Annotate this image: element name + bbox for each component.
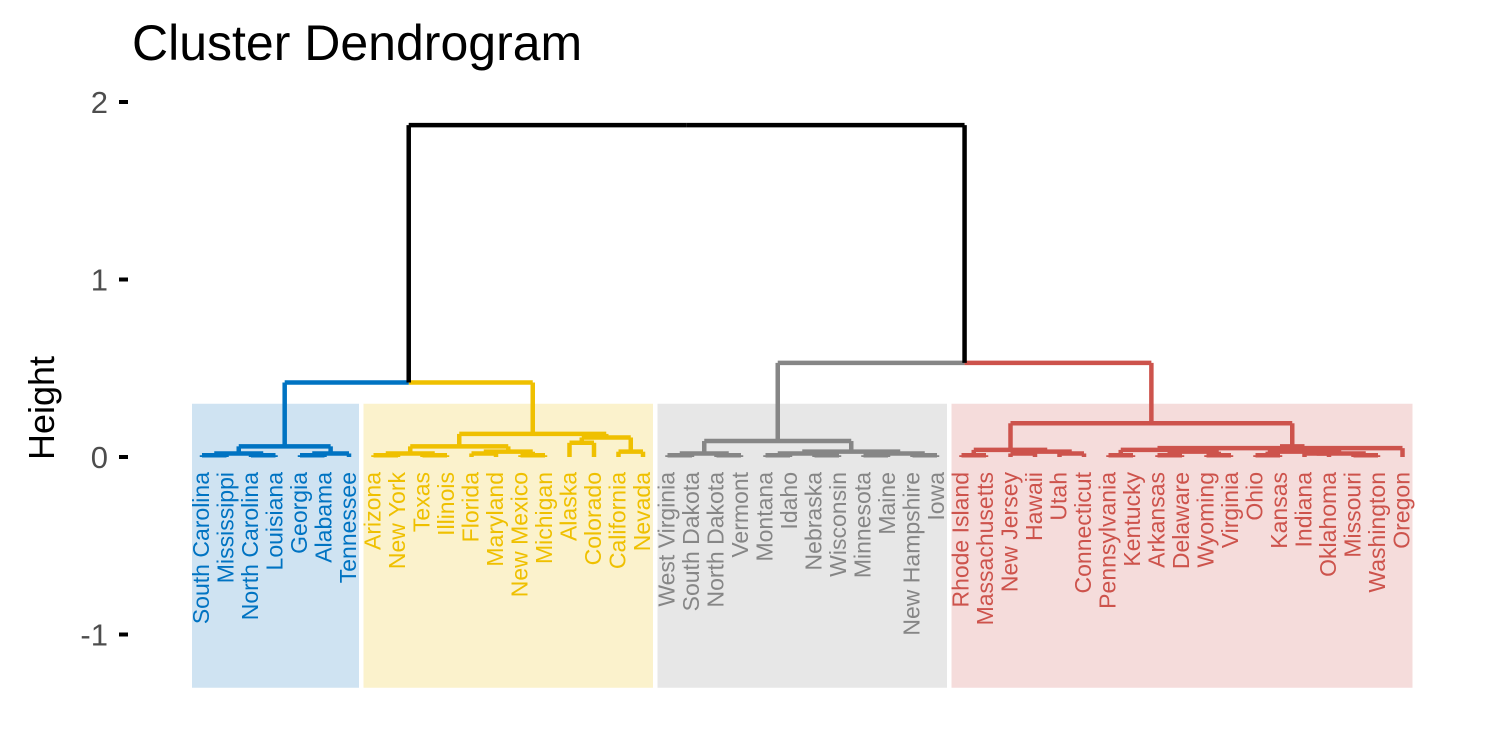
y-tick-label: -1 xyxy=(80,618,108,653)
leaf-label: Arkansas xyxy=(1144,472,1170,568)
leaf-label: Indiana xyxy=(1291,472,1317,548)
leaf-label: West Virginia xyxy=(654,472,680,607)
chart-title: Cluster Dendrogram xyxy=(132,15,583,71)
leaf-label: New Mexico xyxy=(507,472,533,597)
leaf-label: Florida xyxy=(458,472,484,543)
leaf-label: Arizona xyxy=(360,472,386,550)
leaf-label: Hawaii xyxy=(1021,472,1047,541)
leaf-label: Utah xyxy=(1046,472,1072,521)
leaf-label: Iowa xyxy=(923,472,949,521)
leaf-label: South Dakota xyxy=(678,472,704,612)
leaf-label: Alaska xyxy=(556,472,582,541)
leaf-label: New Hampshire xyxy=(899,472,925,636)
leaf-label: Missouri xyxy=(1340,472,1366,558)
leaf-label: Virginia xyxy=(1217,472,1243,548)
leaf-label: Georgia xyxy=(286,472,312,554)
leaf-label: Maryland xyxy=(482,472,508,567)
y-tick-label: 0 xyxy=(91,440,108,475)
leaf-label: Idaho xyxy=(776,472,802,530)
leaf-label: Nevada xyxy=(629,472,655,551)
leaf-label: South Carolina xyxy=(188,472,214,624)
leaf-label: Kansas xyxy=(1266,472,1292,549)
leaf-label: New York xyxy=(384,472,410,570)
leaf-label: Rhode Island xyxy=(948,472,974,608)
leaf-label: Alabama xyxy=(311,472,337,563)
y-tick-label: 1 xyxy=(91,263,108,298)
leaf-label: Kentucky xyxy=(1119,472,1145,567)
leaf-label: Michigan xyxy=(531,472,557,564)
leaf-label: Ohio xyxy=(1242,472,1268,521)
leaf-label: Nebraska xyxy=(801,472,827,571)
leaf-label: Connecticut xyxy=(1070,471,1096,593)
leaf-label: Tennessee xyxy=(335,472,361,583)
leaf-label: Delaware xyxy=(1168,472,1194,569)
leaf-label: Oklahoma xyxy=(1315,472,1341,577)
leaf-label: Minnesota xyxy=(850,472,876,578)
y-tick-label: 2 xyxy=(91,85,108,120)
leaf-label: Washington xyxy=(1364,472,1390,593)
leaf-label: North Dakota xyxy=(703,472,729,608)
leaf-label: Texas xyxy=(409,472,435,532)
leaf-label: Massachusetts xyxy=(972,472,998,625)
leaf-label: North Carolina xyxy=(237,472,263,620)
leaf-label: Wyoming xyxy=(1193,472,1219,568)
leaf-label: Oregon xyxy=(1389,472,1415,549)
leaf-label: Illinois xyxy=(433,472,459,536)
leaf-label: Vermont xyxy=(727,471,753,557)
leaf-label: Maine xyxy=(874,472,900,535)
leaf-label: Wisconsin xyxy=(825,472,851,577)
leaf-label: Montana xyxy=(752,472,778,562)
leaf-label: Louisiana xyxy=(262,472,288,571)
leaf-label: Pennsylvania xyxy=(1095,472,1121,609)
leaf-label: Mississippi xyxy=(213,472,239,583)
leaf-label: California xyxy=(605,472,631,569)
leaf-label: Colorado xyxy=(580,472,606,565)
leaf-label: New Jersey xyxy=(997,472,1023,593)
